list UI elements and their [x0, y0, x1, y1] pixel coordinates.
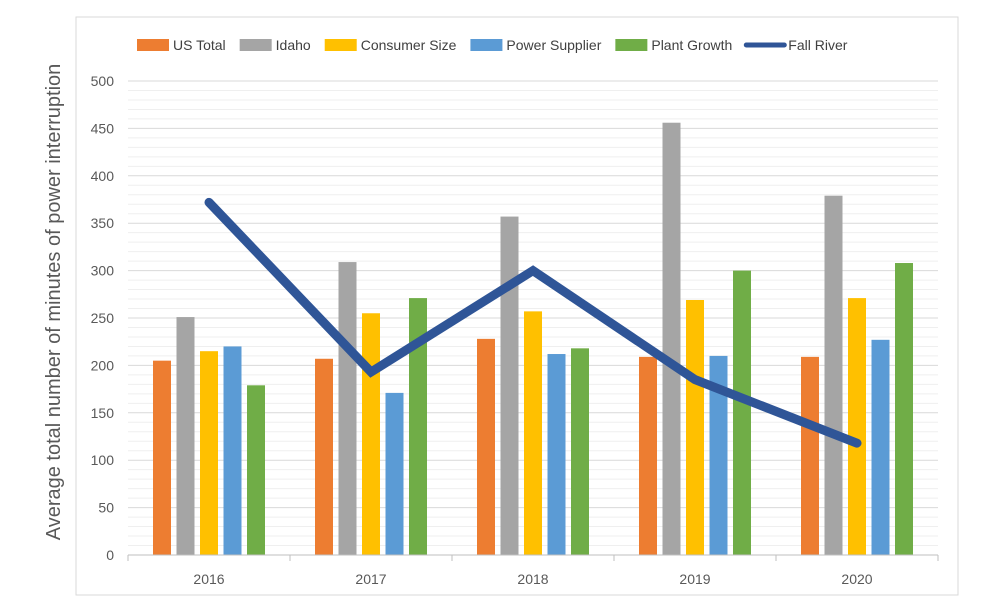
y-tick-label: 400: [91, 168, 115, 184]
x-tick-label: 2020: [841, 571, 872, 587]
bar: [500, 216, 519, 555]
y-tick-label: 100: [91, 452, 115, 468]
y-tick-label: 500: [91, 73, 115, 89]
legend-label: US Total: [173, 37, 226, 53]
bar: [524, 311, 542, 555]
y-tick-label: 200: [91, 357, 115, 373]
y-tick-label: 150: [91, 405, 115, 421]
legend-label: Fall River: [788, 37, 847, 53]
bar: [477, 338, 495, 555]
y-axis-title: Average total number of minutes of power…: [43, 64, 65, 541]
axes: 0 50 100 150 200 250 300 350 400 450 500 2016 2017 20…: [91, 73, 939, 587]
bar: [639, 356, 657, 555]
line-series-path: [204, 197, 862, 448]
y-tick-label: 350: [91, 215, 115, 231]
bar: [223, 346, 242, 555]
line-series: [204, 197, 862, 448]
legend-swatch: [137, 39, 169, 51]
y-tick-label: 0: [106, 547, 114, 563]
legend-label: Idaho: [276, 37, 311, 53]
x-tick-label: 2019: [679, 571, 710, 587]
bar: [200, 351, 218, 555]
x-tick-label: 2017: [355, 571, 386, 587]
y-tick-label: 250: [91, 310, 115, 326]
bar: [686, 299, 704, 555]
y-tick-label: 50: [98, 500, 114, 516]
bar: [547, 354, 566, 555]
legend: US Total Idaho Consumer Size Power Supplier…: [137, 37, 848, 53]
bar: [709, 355, 728, 555]
bar: [315, 358, 333, 555]
y-tick-label: 450: [91, 120, 115, 136]
legend-label: Power Supplier: [506, 37, 601, 53]
x-tick-label: 2016: [193, 571, 224, 587]
bar: [362, 313, 380, 555]
x-tick-label: 2018: [517, 571, 548, 587]
legend-swatch: [615, 39, 648, 51]
bar: [824, 195, 843, 555]
bar: [409, 298, 427, 555]
bar: [153, 360, 171, 555]
legend-swatch: [470, 39, 503, 51]
bar: [662, 122, 681, 555]
bar: [848, 298, 866, 555]
legend-swatch: [324, 39, 357, 51]
bar: [247, 385, 265, 555]
legend-label: Plant Growth: [651, 37, 732, 53]
bar: [871, 339, 890, 555]
bars: [153, 122, 913, 555]
bar: [895, 263, 913, 555]
bar: [571, 348, 589, 555]
bar: [385, 392, 404, 555]
bar: [338, 262, 357, 555]
legend-swatch: [239, 39, 272, 51]
y-tick-label: 300: [91, 263, 115, 279]
legend-label: Consumer Size: [361, 37, 457, 53]
bar: [176, 317, 195, 555]
bar: [733, 270, 751, 555]
bar: [801, 356, 819, 555]
